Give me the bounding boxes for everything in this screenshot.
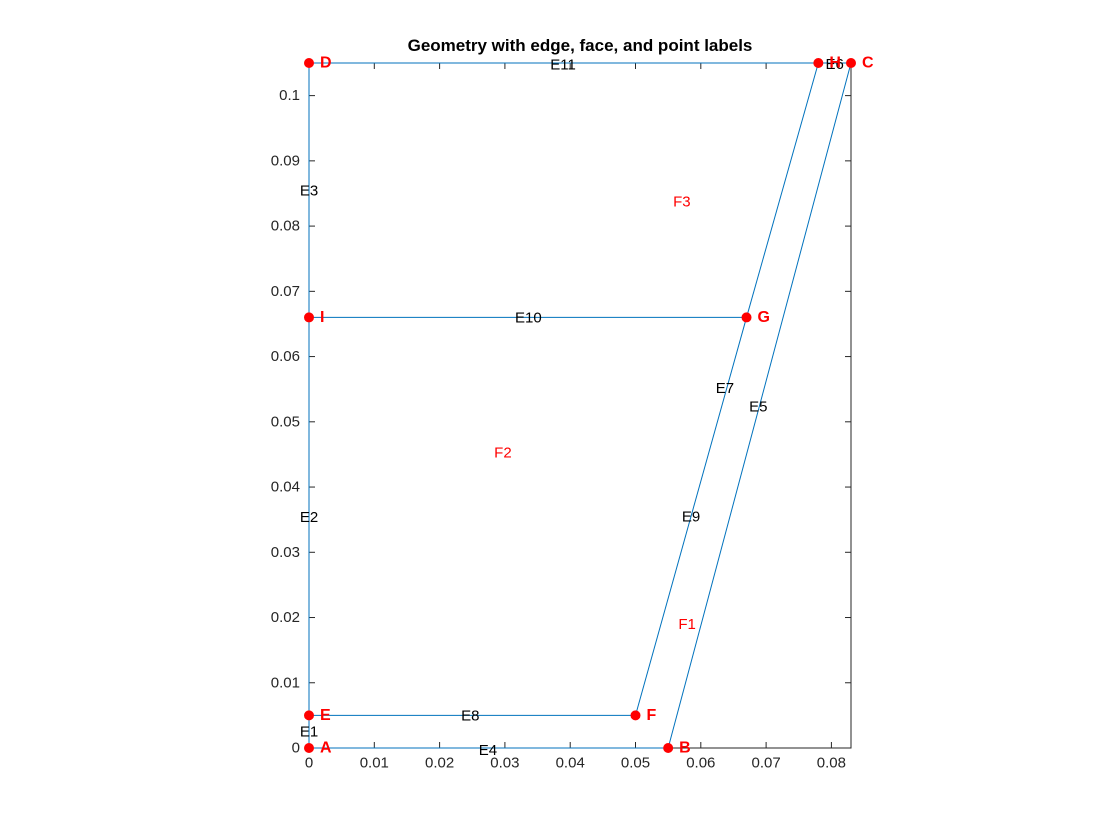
x-tick-label: 0.01 bbox=[360, 754, 389, 771]
vertex-dot-H bbox=[813, 58, 824, 68]
y-tick-label: 0.04 bbox=[271, 479, 300, 496]
y-tick-label: 0.07 bbox=[271, 283, 300, 300]
y-tick-label: 0.05 bbox=[271, 413, 300, 430]
edge-label-E5: E5 bbox=[749, 398, 767, 415]
y-tick-label: 0.09 bbox=[271, 152, 300, 169]
x-tick-label: 0.05 bbox=[621, 754, 650, 771]
vertex-label-A: A bbox=[320, 740, 332, 757]
vertex-dot-G bbox=[741, 312, 752, 323]
x-tick-label: 0.06 bbox=[686, 754, 715, 771]
edge-label-E11: E11 bbox=[550, 56, 576, 73]
vertex-dot-E bbox=[304, 710, 314, 721]
face-label-F3: F3 bbox=[673, 193, 691, 210]
face-label-F2: F2 bbox=[494, 445, 512, 462]
vertex-label-F: F bbox=[647, 707, 657, 724]
x-tick-label: 0.08 bbox=[817, 754, 846, 771]
vertex-label-C: C bbox=[862, 55, 874, 72]
edge-label-E9: E9 bbox=[682, 509, 700, 526]
y-tick-label: 0.02 bbox=[271, 609, 300, 626]
vertex-label-B: B bbox=[679, 740, 691, 757]
vertex-dot-C bbox=[846, 58, 856, 68]
vertex-label-H: H bbox=[829, 55, 841, 72]
y-tick-label: 0.01 bbox=[271, 674, 300, 691]
vertex-dot-I bbox=[304, 312, 314, 323]
vertex-label-D: D bbox=[320, 55, 332, 72]
edge-label-E2: E2 bbox=[300, 509, 318, 526]
edge-label-E3: E3 bbox=[300, 182, 318, 199]
axes-box bbox=[308, 62, 852, 749]
vertex-label-I: I bbox=[320, 309, 324, 326]
vertex-dot-A bbox=[304, 743, 314, 753]
y-tick-label: 0 bbox=[292, 740, 300, 757]
edge-E7 bbox=[746, 62, 819, 318]
edge-label-E4: E4 bbox=[479, 742, 497, 759]
edge-label-E10: E10 bbox=[515, 310, 542, 327]
y-tick-label: 0.06 bbox=[271, 348, 300, 365]
x-tick-label: 0.02 bbox=[425, 754, 454, 771]
edge-label-E8: E8 bbox=[461, 708, 479, 725]
edge-label-E6: E6 bbox=[825, 56, 843, 73]
edge-E5 bbox=[667, 62, 852, 749]
edge-label-E7: E7 bbox=[716, 380, 734, 397]
x-tick-label: 0 bbox=[305, 754, 313, 771]
vertex-label-G: G bbox=[758, 309, 770, 326]
y-tick-label: 0.03 bbox=[271, 544, 300, 561]
y-tick-label: 0.1 bbox=[279, 87, 300, 104]
x-tick-label: 0.03 bbox=[490, 754, 519, 771]
y-tick-label: 0.08 bbox=[271, 218, 300, 235]
x-tick-label: 0.07 bbox=[752, 754, 781, 771]
edge-E9 bbox=[635, 317, 747, 716]
plot-title: Geometry with edge, face, and point labe… bbox=[407, 36, 753, 55]
vertex-label-E: E bbox=[320, 707, 331, 724]
vertex-dot-D bbox=[304, 58, 314, 68]
vertex-dot-B bbox=[663, 743, 674, 753]
vertex-dot-F bbox=[630, 710, 641, 721]
x-tick-label: 0.04 bbox=[556, 754, 585, 771]
edge-label-E1: E1 bbox=[300, 724, 318, 741]
face-label-F1: F1 bbox=[678, 616, 696, 633]
